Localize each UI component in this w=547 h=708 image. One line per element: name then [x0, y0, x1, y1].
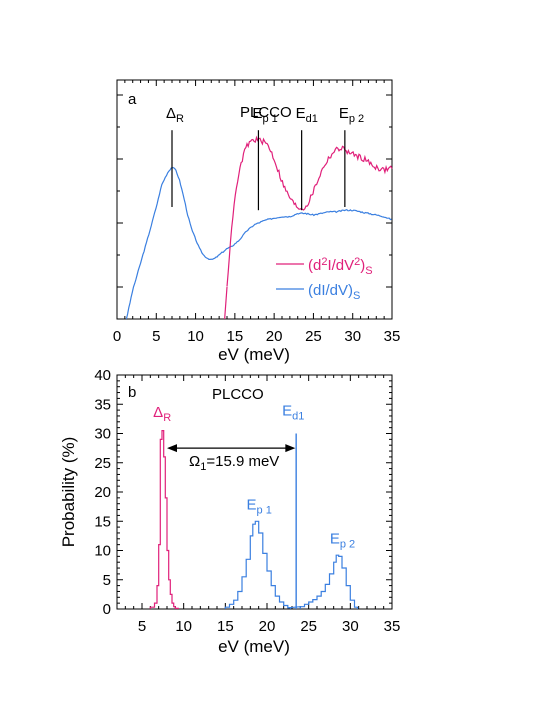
panel-a-x-tick-label: 5: [152, 328, 160, 345]
panel-a-chart: a PLCCO 0 5 10 15 20 25 30 35 ΔR Ep 1 Ed1 Ep 2 (d2…: [113, 79, 401, 364]
panel-b-label-E_p2: Ep 2: [330, 530, 355, 550]
legend-label-d1: (dI/dV)S: [308, 282, 360, 302]
panel-b-y-tick-label: 25: [94, 455, 111, 472]
panel-b-x-axis-title: eV (meV): [218, 637, 290, 656]
panel-b-y-axis-title: Probability (%): [59, 437, 78, 548]
panel-b-x-tick-label: 20: [259, 618, 276, 635]
panel-b-x-tick-label: 25: [300, 618, 317, 635]
panel-b-arrowhead-left: [167, 444, 177, 453]
panel-b-arrowhead-right: [285, 444, 296, 453]
panel-a-x-tick-label: 20: [266, 328, 283, 345]
panel-a-legend: (d2I/dV2)S (dI/dV)S: [276, 256, 373, 302]
panel-b-hist-E_p2: [299, 554, 359, 609]
panel-a-marker-label: ΔR: [166, 105, 184, 125]
panel-b-x-tick-label: 35: [384, 618, 401, 635]
panel-a-x-tick-label: 15: [227, 328, 244, 345]
panel-a-marker-label: Ep 1: [252, 105, 277, 125]
panel-a-marker-label: Ep 2: [339, 105, 364, 125]
panel-a-x-tick-label: 35: [384, 328, 401, 345]
panel-b-y-tick-label: 30: [94, 426, 111, 443]
panel-b-y-tick-label: 10: [94, 543, 111, 560]
panel-b-y-tick-label: 5: [103, 572, 111, 589]
panel-a-title: PLCCO: [240, 104, 292, 121]
panel-b-chart: b PLCCO 5 10 15 20 25 30 35 0 5 10 15 20 25 30 35 40 ΔR…: [59, 367, 400, 656]
panel-b-y-tick-label: 35: [94, 396, 111, 413]
panel-a-x-tick-label: 30: [344, 328, 361, 345]
panel-a-marker-label: Ed1: [296, 105, 318, 125]
panel-a-label: a: [128, 91, 137, 108]
panel-a-markers: ΔR Ep 1 Ed1 Ep 2: [166, 105, 364, 211]
panel-b-y-tick-label: 20: [94, 484, 111, 501]
panel-b-x-tick-label: 30: [342, 618, 359, 635]
panel-b-label-E_p1: Ep 1: [247, 497, 272, 517]
panel-a-series-d2-start: [224, 286, 228, 320]
panel-b-annotations: Ed1 Ω1=15.9 meV: [167, 403, 304, 609]
panel-b-Ed1-label: Ed1: [282, 403, 304, 423]
panel-b-hist-delta_R: [149, 430, 179, 609]
panel-a-series-dIdV: [125, 167, 392, 320]
panel-b-x-tick-label: 5: [138, 618, 146, 635]
panel-a-x-tick-label: 0: [113, 328, 121, 345]
panel-a-series-d2IdV2: [226, 135, 393, 287]
panel-b-label-delta_R: ΔR: [153, 404, 171, 424]
panel-a-plot-frame: [116, 79, 393, 320]
panel-b-y-tick-label: 0: [103, 601, 111, 618]
panel-a-x-tick-label: 25: [305, 328, 322, 345]
panel-a-x-axis-title: eV (meV): [218, 345, 290, 364]
legend-label-d2: (d2I/dV2)S: [308, 256, 373, 277]
panel-b-y-tick-label: 15: [94, 513, 111, 530]
panel-a-y-ticks: [117, 94, 392, 288]
panel-a-x-tick-label: 10: [187, 328, 204, 345]
panel-b-ticks: 5 10 15 20 25 30 35 0 5 10 15 20 25 30 35 40: [94, 367, 400, 635]
panel-b-x-tick-label: 10: [175, 618, 192, 635]
panel-b-hist-E_p1: [224, 520, 292, 609]
panel-b-series: ΔR Ep 1 Ep 2: [149, 404, 359, 609]
panel-a-x-ticks: 0 5 10 15 20 25 30 35: [113, 80, 401, 345]
panel-b-baseline: [287, 606, 301, 609]
panel-b-title: PLCCO: [212, 386, 264, 403]
panel-b-label: b: [128, 384, 136, 401]
panel-b-x-tick-label: 15: [217, 618, 234, 635]
panel-a-series: [125, 135, 393, 320]
panel-b-omega-label: Ω1=15.9 meV: [189, 453, 279, 473]
panel-b-y-tick-label: 40: [94, 367, 111, 384]
